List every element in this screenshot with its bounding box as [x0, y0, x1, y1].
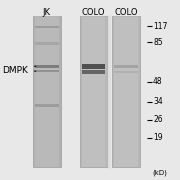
Text: (kD): (kD): [152, 169, 167, 176]
Bar: [114, 65, 138, 68]
Bar: [82, 64, 105, 69]
Bar: [114, 16, 138, 167]
Bar: [112, 16, 140, 167]
Text: COLO: COLO: [82, 8, 105, 17]
Bar: [35, 104, 58, 107]
Text: 85: 85: [153, 38, 163, 47]
Bar: [35, 65, 58, 68]
Text: 117: 117: [153, 22, 167, 31]
Bar: [114, 71, 138, 73]
Text: 26: 26: [153, 115, 163, 124]
Text: 19: 19: [153, 133, 163, 142]
Bar: [80, 16, 108, 167]
Bar: [82, 70, 105, 74]
Bar: [35, 42, 58, 45]
Bar: [82, 16, 105, 167]
Text: 48: 48: [153, 77, 163, 86]
Text: JK: JK: [43, 8, 51, 17]
Text: COLO: COLO: [114, 8, 138, 17]
Bar: [33, 16, 61, 167]
Text: 34: 34: [153, 97, 163, 106]
Bar: [35, 16, 59, 167]
Text: DMPK: DMPK: [2, 66, 28, 75]
Bar: [35, 26, 58, 28]
Bar: [35, 70, 58, 72]
